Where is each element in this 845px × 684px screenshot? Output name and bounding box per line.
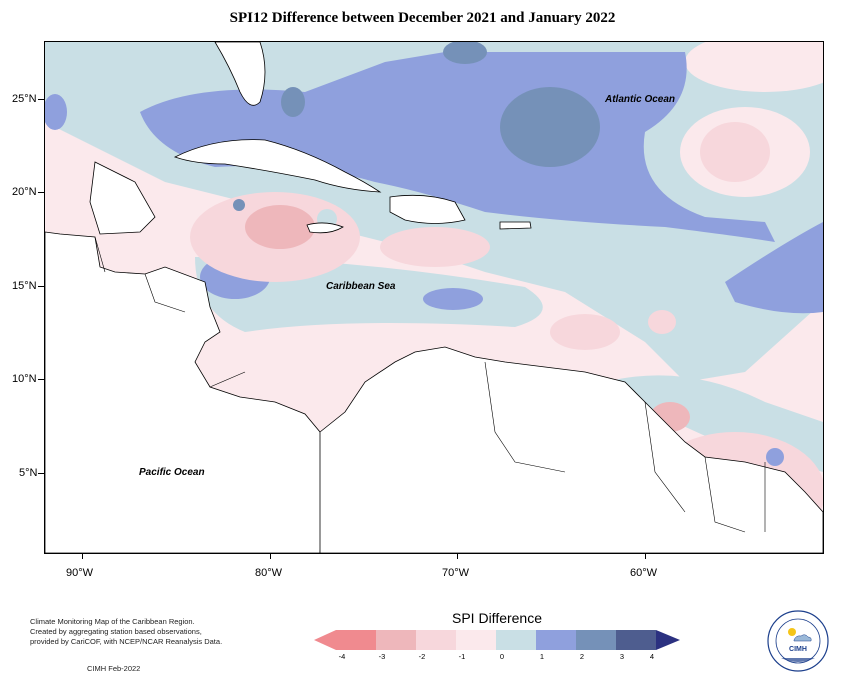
map-description: Climate Monitoring Map of the Caribbean … [30,617,222,647]
legend-swatch [496,630,536,650]
lon-label-60w: 60°W [630,567,658,579]
hispaniola-land [389,194,466,224]
cuba-land [173,139,382,193]
atlantic-ocean-label: Atlantic Ocean [605,94,676,105]
lat-tick [38,99,44,100]
field-neg2-jamaica [245,205,315,249]
lat-tick [38,473,44,474]
legend-swatch [416,630,456,650]
legend-tick-label: 1 [539,652,545,661]
lat-label-25n: 25°N [12,93,37,105]
lat-label-15n: 15°N [12,280,37,292]
logo-text: CIMH [789,646,807,653]
lat-label-5n: 5°N [19,467,38,479]
legend-title: SPI Difference [452,610,543,626]
lat-label-20n: 20°N [12,186,37,198]
south-america-land [319,346,823,553]
field-neg-lesser-antilles [648,310,676,334]
legend-tick-label: -3 [378,652,386,661]
lat-label-10n: 10°N [12,373,37,385]
cimh-logo: CIMH [767,610,829,672]
field-2-3-north [443,42,487,64]
field-spot-1 [233,199,245,211]
lat-tick [38,379,44,380]
lat-tick [38,192,44,193]
legend-swatch [576,630,616,650]
lon-tick [82,553,83,559]
legend-tick-label: 2 [579,652,585,661]
field-1-2-central [423,288,483,310]
description-line: provided by CariCOF, with NCEP/NCAR Rean… [30,637,223,646]
logo-wave [781,658,815,662]
field-neg-hispaniola [380,227,490,267]
legend-colorbar [314,630,680,650]
lon-label-90w: 90°W [66,567,94,579]
map-credit: CIMH Feb-2022 [87,664,141,673]
field-neg-ne [685,42,823,92]
legend-tick-label: -2 [418,652,426,661]
legend-arrow-left [314,630,336,650]
legend-tick-label: 3 [619,652,625,661]
lat-tick [38,286,44,287]
legend-swatch [336,630,376,650]
lon-tick [270,553,271,559]
florida-land [214,42,266,106]
legend-swatch [376,630,416,650]
description-line: Created by aggregating station based obs… [30,627,202,636]
puerto-rico-land [499,221,532,230]
spi-field-layer [45,42,823,553]
field-1-2-gulf [45,94,67,130]
field-1-2-east [725,222,823,314]
field-2-3-bahamas [281,87,305,117]
legend-tick-label: -1 [458,652,466,661]
jamaica-land [306,222,344,234]
lon-tick [645,553,646,559]
field-neg2-atlantic [700,122,770,182]
caribbean-sea-label: Caribbean Sea [326,281,396,292]
borders-layer [94,236,766,533]
field-2-3-atlantic [500,87,600,167]
legend-arrow-right [656,630,680,650]
lon-label-80w: 80°W [255,567,283,579]
legend-swatch [536,630,576,650]
field-neg-antilles [550,314,620,350]
legend-tick-label: 4 [649,652,655,661]
sun-cloud-icon [788,628,812,642]
legend-tick-label: -4 [338,652,346,661]
lon-tick [457,553,458,559]
land-layer [45,42,823,553]
yucatan-land [89,161,156,235]
legend-tick-label: 0 [499,652,505,661]
pacific-ocean-label: Pacific Ocean [139,467,205,478]
lon-label-70w: 70°W [442,567,470,579]
legend-swatch [456,630,496,650]
field-spot-4 [766,448,784,466]
map-title: SPI12 Difference between December 2021 a… [229,10,616,26]
legend-swatch [616,630,656,650]
description-line: Climate Monitoring Map of the Caribbean … [30,617,195,626]
spi-difference-map [44,41,824,554]
